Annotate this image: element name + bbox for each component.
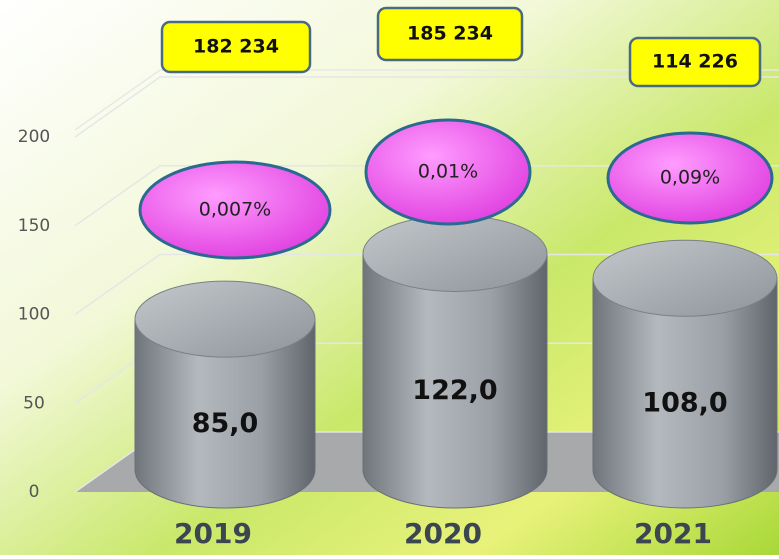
total-box	[628, 36, 762, 88]
total-label: 185 234	[407, 23, 493, 45]
percentage-label: 0,007%	[199, 199, 271, 221]
x-tick-label: 2021	[634, 517, 712, 550]
cylinder-top	[134, 280, 316, 358]
y-tick-label: 150	[18, 216, 50, 236]
percentage-ellipse	[138, 160, 332, 260]
value-label: 108,0	[642, 388, 727, 419]
percentage-ellipse	[606, 131, 774, 225]
percentage-label: 0,01%	[418, 161, 478, 183]
cylinder	[362, 252, 548, 509]
y-tick-label: 0	[29, 482, 40, 502]
grid-line	[74, 165, 779, 227]
cylinder-top	[592, 239, 778, 317]
cylinder-top	[362, 214, 548, 292]
total-box	[160, 20, 312, 74]
x-tick-label: 2019	[174, 517, 252, 550]
cylinder	[592, 277, 778, 509]
total-label: 114 226	[652, 51, 738, 73]
top-grid-line	[74, 69, 161, 131]
value-label: 85,0	[192, 408, 259, 439]
x-tick-label: 2020	[404, 517, 482, 550]
total-box	[376, 6, 524, 62]
y-tick-label: 100	[18, 305, 50, 325]
y-tick-label: 50	[23, 393, 45, 413]
y-tick-label: 200	[18, 127, 50, 147]
percentage-ellipse	[364, 118, 532, 226]
total-label: 182 234	[193, 36, 279, 58]
grid-line	[74, 253, 779, 316]
cylinder	[134, 318, 316, 509]
value-label: 122,0	[412, 375, 497, 406]
grid-line	[74, 76, 779, 138]
percentage-label: 0,09%	[660, 167, 720, 189]
